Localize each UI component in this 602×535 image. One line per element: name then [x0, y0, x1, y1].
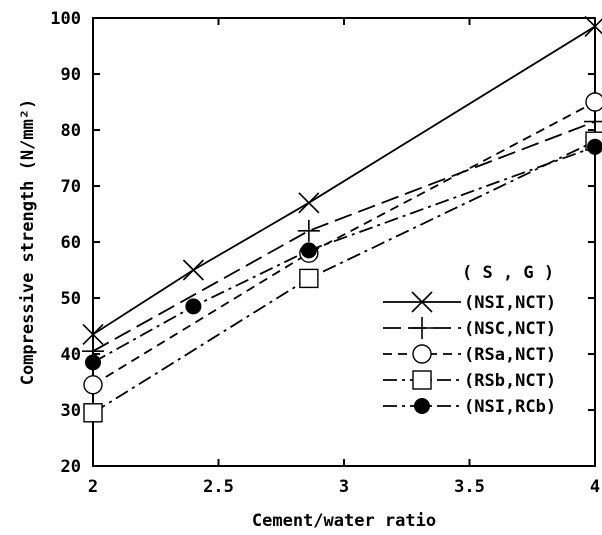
y-tick-label: 40 — [61, 345, 81, 365]
data-point — [412, 344, 432, 364]
data-point — [83, 375, 103, 395]
data-point — [298, 192, 320, 214]
y-tick-label: 60 — [61, 233, 81, 253]
legend: ( S , G ) (NSI,NCT) (NSC,NCT) (RSa,NCT) (RS… — [383, 263, 556, 417]
x-tick-label: 2.5 — [203, 477, 234, 497]
series-line — [93, 145, 595, 364]
x-tick-label: 2 — [88, 477, 98, 497]
legend-label: (RSa,NCT) — [464, 345, 556, 365]
data-point — [82, 323, 104, 345]
data-point — [411, 317, 433, 339]
data-point — [299, 268, 319, 289]
y-tick-label: 90 — [61, 65, 81, 85]
series-line — [93, 120, 595, 352]
data-point — [584, 110, 602, 133]
legend-label: (NSI,RCb) — [464, 397, 556, 417]
series-line — [93, 25, 595, 336]
axis-tick-labels: 2 2.5 3 3.5 4 20 30 40 50 60 70 80 90 100 — [50, 9, 600, 497]
x-tick-label: 4 — [590, 477, 600, 497]
x-axis-label: Cement/water ratio — [252, 511, 436, 531]
series-markers — [82, 15, 602, 423]
legend-label: (RSb,NCT) — [464, 371, 556, 391]
series-line — [93, 101, 595, 386]
data-point — [300, 242, 317, 259]
y-tick-label: 80 — [61, 121, 81, 141]
data-point — [412, 370, 432, 390]
x-tick-label: 3.5 — [454, 477, 485, 497]
y-tick-label: 50 — [61, 289, 81, 309]
legend-label: (NSI,NCT) — [464, 293, 556, 313]
legend-label: (NSC,NCT) — [464, 319, 556, 339]
data-point — [85, 354, 101, 371]
y-tick-label: 100 — [50, 9, 81, 29]
data-point — [83, 403, 103, 423]
x-tick-label: 3 — [339, 477, 349, 497]
data-point — [411, 291, 433, 313]
data-point — [185, 298, 202, 315]
data-point — [414, 398, 430, 414]
series-lines — [93, 25, 595, 414]
y-axis-label: Compressive strength (N/mm²) — [18, 99, 38, 386]
y-tick-label: 30 — [61, 401, 81, 421]
data-point — [182, 259, 204, 281]
legend-title: ( S , G ) — [462, 263, 554, 283]
y-tick-label: 20 — [61, 457, 81, 477]
y-tick-label: 70 — [61, 177, 81, 197]
data-point — [297, 219, 320, 242]
data-point — [587, 138, 602, 155]
data-point — [585, 92, 602, 112]
